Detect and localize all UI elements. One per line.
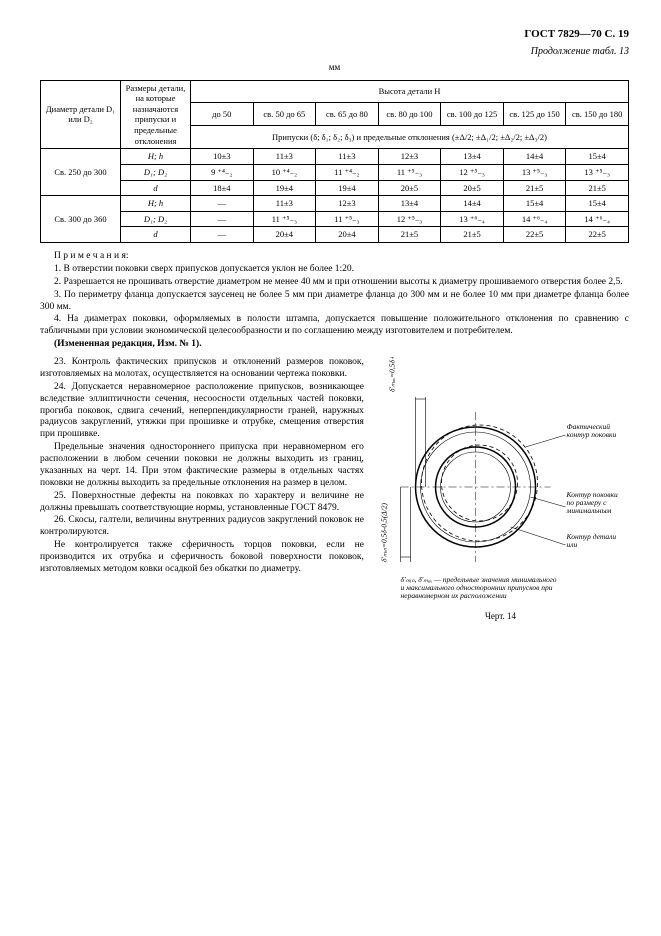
data-cell: 20±4 — [316, 227, 379, 243]
param-label: D₁; D₂ — [121, 211, 191, 227]
param-label: d — [121, 180, 191, 196]
data-cell: 20±5 — [378, 180, 441, 196]
data-cell: 11±3 — [253, 196, 316, 212]
data-cell: 14 ⁺⁶₋₄ — [503, 211, 566, 227]
data-cell: 15±4 — [566, 149, 629, 165]
diameter-range: Св. 250 до 300 — [41, 149, 121, 196]
allowance-table: Диаметр детали D₁ или D₂ Размеры детали,… — [40, 80, 629, 244]
note-3: 3. По периметру фланца допускается заусе… — [40, 290, 629, 314]
data-cell: 14 ⁺⁶₋₄ — [566, 211, 629, 227]
range-0: до 50 — [191, 103, 254, 126]
data-cell: 20±5 — [441, 180, 504, 196]
range-6: св. 150 до 180 — [566, 103, 629, 126]
para-26: 26. Скосы, галтели, величины внутренних … — [40, 515, 364, 539]
fig-ann3-l2: или — [566, 540, 577, 549]
data-cell: 22±5 — [566, 227, 629, 243]
data-cell: 14±4 — [441, 196, 504, 212]
data-cell: 21±5 — [378, 227, 441, 243]
data-cell: 12 ⁺⁵₋₃ — [441, 164, 504, 180]
data-cell: 11 ⁺⁴₋₂ — [316, 164, 379, 180]
data-cell: 13 ⁺⁵₋₃ — [566, 164, 629, 180]
unit-label: мм — [40, 62, 629, 73]
note-2: 2. Разрешается не прошивать отверстие ди… — [40, 277, 629, 289]
data-cell: 11 ⁺⁵₋₃ — [316, 211, 379, 227]
data-cell: 9 ⁺⁴₋₂ — [191, 164, 254, 180]
figure-block: δ'ₘₐₓ=0,5δ+1,5(Δ/2) δ'ₘᵢₙ=0,5δ-0,5(Δ/2) … — [372, 357, 629, 622]
range-2: св. 65 до 80 — [316, 103, 379, 126]
range-4: св. 100 до 125 — [441, 103, 504, 126]
notes-lead: П р и м е ч а н и я: — [40, 251, 629, 263]
range-5: св. 125 до 150 — [503, 103, 566, 126]
data-cell: 11 ⁺⁵₋₃ — [253, 211, 316, 227]
fig-ann2-l3: минимальным — [565, 506, 611, 515]
height-header: Высота детали H — [191, 80, 629, 103]
data-cell: 12±3 — [316, 196, 379, 212]
param-label: d — [121, 227, 191, 243]
data-cell: 20±4 — [253, 227, 316, 243]
data-cell: 14±4 — [503, 149, 566, 165]
data-cell: 12±3 — [378, 149, 441, 165]
data-cell: 19±4 — [253, 180, 316, 196]
data-cell: 15±4 — [566, 196, 629, 212]
page-header: ГОСТ 7829—70 С. 19 — [40, 28, 629, 42]
data-cell: — — [191, 211, 254, 227]
data-cell: 22±5 — [503, 227, 566, 243]
data-cell: 18±4 — [191, 180, 254, 196]
table-continuation: Продолжение табл. 13 — [40, 46, 629, 59]
data-cell: — — [191, 196, 254, 212]
allowance-header: Припуски (δ; δ₁; δ₂; δ₃) и предельные от… — [191, 126, 629, 149]
param-label: H; h — [121, 196, 191, 212]
data-cell: 13 ⁺⁶₋₄ — [441, 211, 504, 227]
param-label: H; h — [121, 149, 191, 165]
col1-header: Диаметр детали D₁ или D₂ — [41, 80, 121, 149]
figure-svg: δ'ₘₐₓ=0,5δ+1,5(Δ/2) δ'ₘᵢₙ=0,5δ-0,5(Δ/2) … — [372, 357, 629, 607]
data-cell: 11±3 — [253, 149, 316, 165]
data-cell: 13±4 — [441, 149, 504, 165]
fig-ann1-l2: контур поковки — [566, 430, 616, 439]
para-23: 23. Контроль фактических припусков и отк… — [40, 357, 364, 381]
col2-header: Размеры детали, на которые назначаются п… — [121, 80, 191, 149]
data-cell: 12 ⁺⁵₋₃ — [378, 211, 441, 227]
data-cell: 11±3 — [316, 149, 379, 165]
data-cell: 10±3 — [191, 149, 254, 165]
data-cell: — — [191, 227, 254, 243]
data-cell: 21±5 — [441, 227, 504, 243]
fig-label-top: δ'ₘₐₓ=0,5δ+1,5(Δ/2) — [387, 357, 396, 392]
data-cell: 13 ⁺⁵₋₃ — [503, 164, 566, 180]
fig-label-side: δ'ₘᵢₙ=0,5δ-0,5(Δ/2) — [379, 503, 388, 562]
para-24b: Предельные значения одностороннего припу… — [40, 442, 364, 490]
para-26b: Не контролируется также сферичность торц… — [40, 540, 364, 576]
data-cell: 13±4 — [378, 196, 441, 212]
body-text: 23. Контроль фактических припусков и отк… — [40, 357, 364, 622]
note-4: 4. На диаметрах поковки, оформляемых в п… — [40, 314, 629, 338]
notes-block: П р и м е ч а н и я: 1. В отверстии поко… — [40, 251, 629, 351]
para-24: 24. Допускается неравномерное расположен… — [40, 382, 364, 441]
data-cell: 21±5 — [503, 180, 566, 196]
figure-caption: Черт. 14 — [372, 611, 629, 622]
data-cell: 21±5 — [566, 180, 629, 196]
data-cell: 10 ⁺⁴₋₂ — [253, 164, 316, 180]
note-1: 1. В отверстии поковки сверх припусков д… — [40, 264, 629, 276]
param-label: D₁; D₂ — [121, 164, 191, 180]
range-1: св. 50 до 65 — [253, 103, 316, 126]
diameter-range: Св. 300 до 360 — [41, 196, 121, 243]
data-cell: 15±4 — [503, 196, 566, 212]
data-cell: 11 ⁺⁵₋₃ — [378, 164, 441, 180]
range-3: св. 80 до 100 — [378, 103, 441, 126]
data-cell: 19±4 — [316, 180, 379, 196]
fig-foot-l3: неравномерном их расположении — [400, 591, 506, 600]
notes-edition: (Измененная редакция, Изм. № 1). — [40, 339, 629, 351]
para-25: 25. Поверхностные дефекты на поковках по… — [40, 491, 364, 515]
